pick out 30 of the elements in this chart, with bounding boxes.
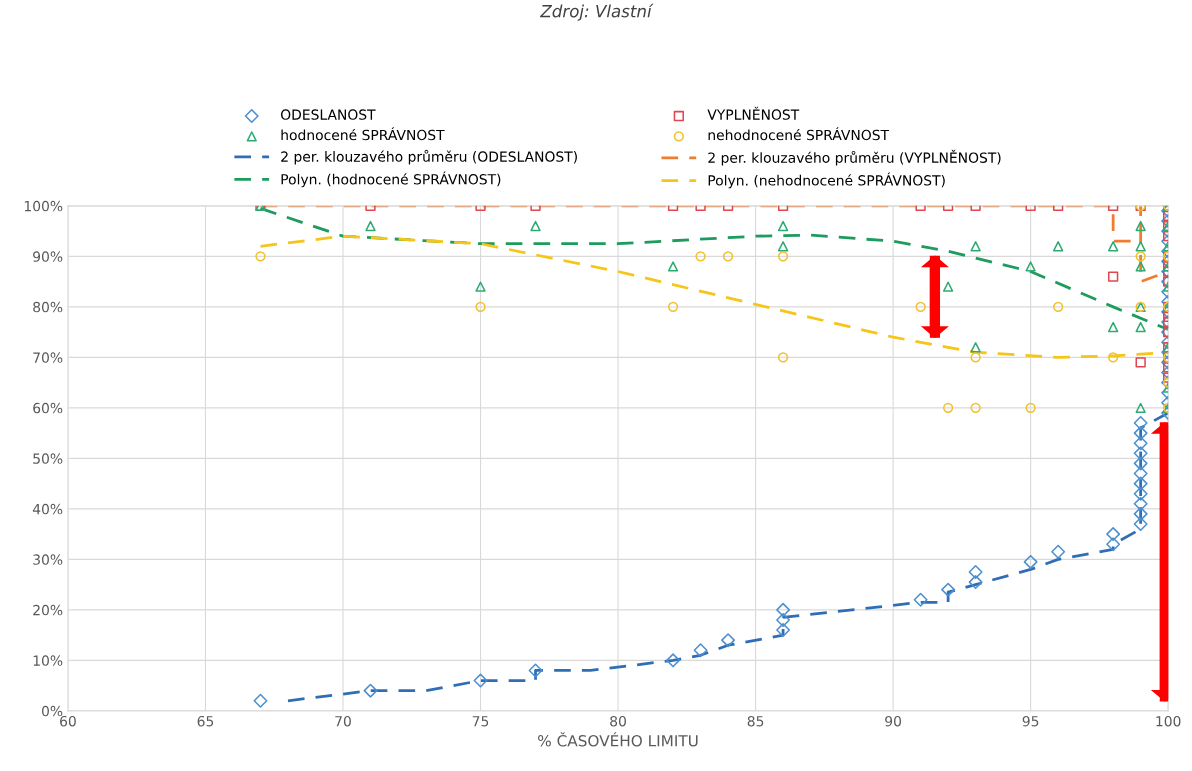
y-tick-label: 40% xyxy=(32,503,63,515)
y-tick-label: 70% xyxy=(33,352,63,363)
x-tick-label: 65 xyxy=(197,715,214,727)
y-tick-label: 80% xyxy=(33,301,63,313)
x-tick-label: 80 xyxy=(610,715,626,727)
legend-label: hodnocené SPRÁVNOST xyxy=(281,127,445,141)
text: Zdroj: Vlastní xyxy=(540,3,654,21)
legend-label: 2 per. klouzavého průměru (VYPLNĚNOST) xyxy=(708,149,1001,166)
legend-label: nehodnocené SPRÁVNOST xyxy=(708,127,890,141)
x-tick-label: 85 xyxy=(747,715,764,727)
y-tick-label: 50% xyxy=(33,453,63,464)
x-tick-label: 90 xyxy=(885,715,902,727)
y-tick-label: 20% xyxy=(33,604,63,616)
y-tick-label: 100% xyxy=(24,200,63,212)
y-tick-label: 10% xyxy=(33,655,63,666)
x-tick-label: 70 xyxy=(335,715,351,727)
x-axis-title: % ČASOVÉHO LIMITU xyxy=(538,732,698,747)
x-tick-label: 100 xyxy=(1156,715,1181,727)
legend-label: Polyn. (hodnocené SPRÁVNOST) xyxy=(281,171,501,188)
x-tick-label: 60 xyxy=(60,715,76,727)
y-tick-label: 60% xyxy=(33,402,63,414)
y-tick-label: 90% xyxy=(33,251,63,262)
legend-label: Polyn. (nehodnocené SPRÁVNOST) xyxy=(708,172,945,189)
x-tick-label: 95 xyxy=(1022,715,1039,727)
legend-label: 2 per. klouzavého průměru (ODESLANOST) xyxy=(281,149,577,165)
y-tick-label: 30% xyxy=(33,554,63,565)
y-tick-label: 0% xyxy=(41,705,63,717)
x-tick-label: 75 xyxy=(472,716,489,727)
legend-label: ODESLANOST xyxy=(280,109,376,120)
legend-label: VYPLNĚNOST xyxy=(707,106,800,120)
